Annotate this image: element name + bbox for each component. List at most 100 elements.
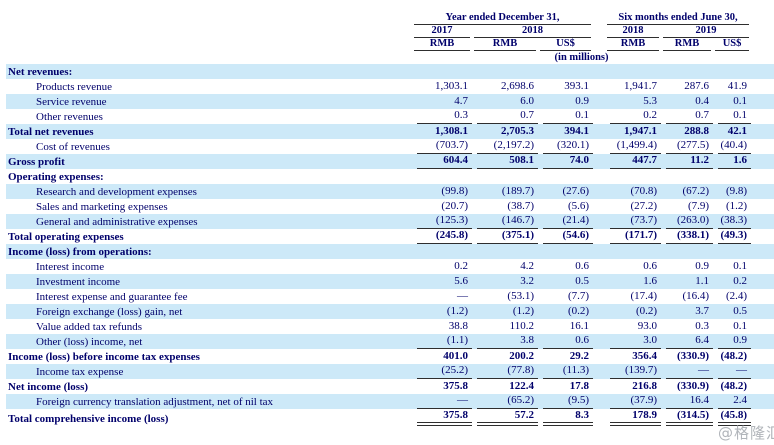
column-gap <box>593 244 606 259</box>
value-cell: 0.1 <box>713 94 752 109</box>
row-label: Other (loss) income, net <box>6 334 412 349</box>
header-label-spacer <box>6 25 412 38</box>
table-row: Income tax expense (25.2) (77.8) (11.3) (139… <box>6 364 774 379</box>
row-end-spacer <box>751 139 774 154</box>
value-cell: (11.3) <box>538 364 594 379</box>
value-cell: (27.2) <box>630 200 658 212</box>
header-currency-usd-1: US$ <box>538 38 593 51</box>
value-cell: (77.8) <box>472 364 538 379</box>
column-gap <box>593 109 605 124</box>
table-row: Income (loss) before income tax expenses… <box>6 349 774 364</box>
value-cell: (1,499.4) <box>605 139 662 154</box>
value-cell: 200.2 <box>509 350 534 362</box>
value-cell: (45.8) <box>713 409 752 426</box>
row-label: Interest expense and guarantee fee <box>36 291 188 303</box>
column-gap <box>593 94 606 109</box>
table-body: Net revenues: Products revenue 1,303.1 2,69… <box>6 64 774 426</box>
column-gap <box>593 154 606 169</box>
value-cell: (7.9) <box>687 200 710 212</box>
value-cell: — <box>661 364 714 379</box>
value-cell: 1,303.1 <box>435 80 468 92</box>
header-currency-rmb-4: RMB <box>661 38 713 51</box>
value-cell: (70.8) <box>605 184 662 199</box>
row-end-spacer <box>751 289 774 304</box>
table-row: Other revenues 0.3 0.7 0.1 0.2 0.7 0.1 <box>6 109 774 124</box>
value-cell: (171.7) <box>605 229 662 244</box>
value-cell: 110.2 <box>509 320 534 332</box>
value-cell: (7.7) <box>567 290 590 302</box>
table-row: Products revenue 1,303.1 2,698.6 393.1 1,941… <box>6 79 774 94</box>
table-row: Net income (loss) 375.8 122.4 17.8 216.8 (330… <box>6 379 774 394</box>
header-end-spacer <box>751 38 774 51</box>
value-cell: 0.1 <box>713 109 752 124</box>
value-cell: 0.1 <box>538 109 594 124</box>
column-gap <box>593 64 606 79</box>
header-currency-row: RMB RMB US$ RMB RMB US$ <box>6 38 774 51</box>
value-cell: 8.3 <box>538 409 594 426</box>
table-row: Value added tax refunds 38.8 110.2 16.1 93.0… <box>6 319 774 334</box>
header-group-six-months-label: Six months ended June 30, <box>607 12 750 25</box>
value-cell: 4.2 <box>520 260 534 272</box>
value-cell: 447.7 <box>605 154 662 169</box>
value-cell: (49.3) <box>713 229 752 244</box>
value-cell: 1,308.1 <box>412 124 472 139</box>
row-end-spacer <box>751 244 774 259</box>
value-cell: (703.7) <box>412 139 472 154</box>
value-cell: (38.7) <box>507 200 534 212</box>
table-row: Gross profit 604.4 508.1 74.0 447.7 11.2 1.6 <box>6 154 774 169</box>
row-end-spacer <box>751 394 774 409</box>
column-gap <box>593 124 606 139</box>
value-cell: 287.6 <box>684 80 710 92</box>
value-cell: 3.0 <box>605 334 662 349</box>
column-gap <box>593 379 605 394</box>
header-group-year-ended: Year ended December 31, <box>412 12 593 25</box>
column-gap <box>593 274 606 289</box>
row-label: Total net revenues <box>6 124 412 139</box>
value-cell: 1,941.7 <box>624 80 658 92</box>
value-cell: 122.4 <box>509 380 534 392</box>
value-cell: 2.4 <box>713 394 752 409</box>
value-cell: (314.5) <box>661 409 714 426</box>
value-cell: 16.4 <box>661 394 714 409</box>
value-cell <box>661 64 714 79</box>
value-cell <box>412 244 472 259</box>
row-end-spacer <box>751 169 774 184</box>
header-gap <box>593 25 605 38</box>
header-years-row: 2017 2018 2018 2019 <box>6 25 774 38</box>
row-label: Gross profit <box>6 154 412 169</box>
value-cell: (330.9) <box>676 380 710 392</box>
value-cell: 5.6 <box>412 274 472 289</box>
column-gap <box>593 349 605 364</box>
value-cell: (54.6) <box>538 229 594 244</box>
column-gap <box>593 199 605 214</box>
value-cell: 0.4 <box>661 94 714 109</box>
value-cell: 0.5 <box>538 274 594 289</box>
value-cell: (48.2) <box>720 350 748 362</box>
value-cell: (139.7) <box>605 364 662 379</box>
header-currency-rmb-3: RMB <box>605 38 661 51</box>
value-cell <box>538 169 593 184</box>
value-cell: (37.9) <box>605 394 662 409</box>
value-cell: 288.8 <box>661 124 714 139</box>
row-end-spacer <box>751 199 774 214</box>
value-cell: 0.9 <box>695 260 710 272</box>
value-cell: 3.8 <box>472 334 538 349</box>
value-cell: 0.2 <box>454 260 468 272</box>
value-cell: 74.0 <box>538 154 594 169</box>
header-units-row: (in millions) <box>6 51 774 64</box>
value-cell <box>661 169 713 184</box>
value-cell: 2,705.3 <box>472 124 538 139</box>
value-cell: 0.5 <box>713 304 752 319</box>
column-gap <box>593 394 606 409</box>
value-cell: 401.0 <box>443 350 468 362</box>
row-label: Other revenues <box>36 111 103 123</box>
value-cell: (320.1) <box>538 139 594 154</box>
value-cell: 1,947.1 <box>605 124 662 139</box>
income-statement-table: Year ended December 31, Six months ended… <box>6 12 774 426</box>
value-cell: 0.1 <box>733 320 748 332</box>
row-label: Total comprehensive income (loss) <box>8 413 169 425</box>
value-cell: 393.1 <box>564 80 590 92</box>
value-cell: 17.8 <box>569 380 590 392</box>
row-label: Service revenue <box>6 94 412 109</box>
table-row: Sales and marketing expenses (20.7) (38.7)… <box>6 199 774 214</box>
